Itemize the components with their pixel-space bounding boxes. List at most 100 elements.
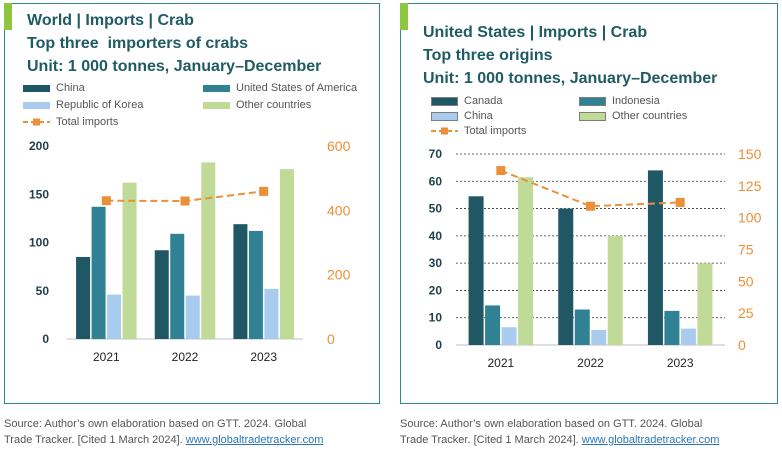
total-imports-point-2022: [586, 201, 595, 211]
right-source-line2-wrap: Trade Tracker. [Cited 1 March 2024]. www…: [400, 432, 719, 448]
legend-item-indonesia: Indonesia: [579, 95, 660, 107]
y-tick-label: 40: [429, 229, 443, 243]
y-tick-label: 20: [429, 283, 443, 297]
bar-other-2023: [697, 263, 713, 345]
legend-swatch-korea: [23, 101, 50, 109]
x-tick-label: 2021: [487, 356, 514, 370]
panel-accent-bar: [4, 3, 12, 30]
bar-indonesia-2023: [664, 310, 680, 345]
legend-item-total: Total imports: [431, 125, 526, 137]
left-source: Source: Author’s own elaboration based o…: [4, 416, 323, 448]
right-source-line2: Trade Tracker. [Cited 1 March 2024].: [400, 434, 582, 446]
y-tick-label: 50: [36, 284, 50, 298]
y2-tick-label: 75: [738, 242, 754, 258]
legend-item-other: Other countries: [203, 99, 311, 111]
bar-canada-2023: [647, 170, 663, 345]
legend-item-total: Total imports: [23, 116, 118, 128]
y-tick-label: 150: [29, 187, 49, 201]
legend-item-canada: Canada: [431, 95, 503, 107]
bar-korea-2022: [591, 329, 607, 345]
legend-swatch-other: [579, 111, 606, 121]
bar-other-2021: [122, 182, 137, 339]
legend-label-indonesia: Indonesia: [612, 95, 660, 107]
legend-item-usa: United States of America: [203, 82, 357, 94]
bar-korea-2023: [264, 288, 279, 339]
y2-tick-label: 400: [327, 202, 351, 218]
left-title-line3: Unit: 1 000 tonnes, January–December: [27, 58, 322, 75]
legend-label-total: Total imports: [56, 116, 119, 128]
x-tick-label: 2022: [577, 356, 604, 370]
y-tick-label: 0: [435, 338, 442, 352]
y-tick-label: 50: [429, 202, 443, 216]
legend-swatch-usa: [203, 84, 230, 92]
y2-tick-label: 150: [738, 146, 762, 162]
bar-china-2021: [76, 256, 91, 339]
left-source-line2: Trade Tracker. [Cited 1 March 2024].: [4, 434, 186, 446]
bar-korea-2021: [501, 327, 517, 345]
total-imports-point-2021: [496, 166, 506, 176]
y-tick-label: 30: [429, 256, 443, 270]
bar-other-2021: [518, 177, 534, 345]
x-tick-label: 2023: [250, 350, 277, 364]
bar-korea-2023: [680, 328, 696, 345]
y2-tick-label: 100: [738, 210, 762, 226]
bar-other-2022: [201, 162, 216, 339]
total-imports-point-2021: [101, 196, 111, 206]
left-source-line2-wrap: Trade Tracker. [Cited 1 March 2024]. www…: [4, 432, 323, 448]
legend-swatch-indonesia: [579, 96, 606, 106]
right-chart-panel: United States | Imports | Crab Top three…: [400, 3, 778, 404]
right-source-link[interactable]: www.globaltradetracker.com: [581, 434, 720, 446]
bar-korea-2022: [185, 295, 200, 339]
left-chart-panel: World | Imports | Crab Top three importe…: [4, 3, 380, 404]
y2-tick-label: 200: [327, 267, 351, 283]
legend-label-usa: United States of America: [236, 82, 358, 94]
legend-label-korea: Republic of Korea: [56, 99, 144, 111]
legend-swatch-canada: [431, 96, 458, 106]
y-tick-label: 0: [42, 332, 49, 346]
bar-canada-2021: [468, 196, 484, 345]
bar-china-2023: [233, 224, 248, 339]
total-imports-line: [500, 169, 681, 208]
legend-swatch-other: [203, 101, 230, 109]
legend-item-other: Other countries: [579, 110, 687, 122]
y2-tick-label: 0: [738, 337, 746, 353]
legend-swatch-china: [23, 84, 50, 92]
right-title-line2: Top three origins: [423, 47, 553, 64]
right-title-line3: Unit: 1 000 tonnes, January–December: [423, 70, 718, 87]
total-imports-point-2023: [675, 197, 685, 207]
bar-other-2022: [607, 235, 623, 345]
bar-usa-2021: [91, 206, 106, 339]
left-source-line1: Source: Author’s own elaboration based o…: [4, 418, 307, 430]
total-imports-point-2023: [259, 186, 269, 196]
left-title-line1: World | Imports | Crab: [27, 12, 194, 29]
legend-label-china: China: [464, 110, 493, 122]
legend-swatch-china: [431, 111, 458, 121]
bar-indonesia-2021: [485, 305, 501, 345]
y-tick-label: 60: [429, 174, 443, 188]
x-tick-label: 2021: [93, 350, 120, 364]
legend-item-china: China: [431, 110, 493, 122]
legend-label-china: China: [56, 82, 85, 94]
bar-indonesia-2022: [574, 309, 590, 345]
y-tick-label: 70: [429, 147, 443, 161]
left-title-line2: Top three importers of crabs: [27, 35, 249, 52]
y2-tick-label: 50: [738, 273, 754, 289]
y2-tick-label: 25: [738, 305, 754, 321]
legend-item-korea: Republic of Korea: [23, 99, 143, 111]
bar-usa-2023: [248, 230, 263, 339]
bar-usa-2022: [170, 233, 185, 339]
y2-tick-label: 0: [327, 331, 335, 347]
total-imports-point-2022: [180, 196, 190, 206]
right-chart: 0 10 20 30 40 50 60 70 0 25 50 75 100 125 150 2021 2022 2…: [429, 146, 762, 370]
panel-accent-bar: [400, 3, 408, 30]
right-source: Source: Author’s own elaboration based o…: [400, 416, 719, 448]
legend-item-china: China: [23, 82, 85, 94]
y2-tick-label: 125: [738, 178, 762, 194]
bar-china-2022: [154, 250, 169, 339]
left-source-link[interactable]: www.globaltradetracker.com: [185, 434, 324, 446]
right-source-line1: Source: Author’s own elaboration based o…: [400, 418, 703, 430]
y-tick-label: 10: [429, 311, 443, 325]
y2-tick-label: 600: [327, 138, 351, 154]
y-tick-label: 200: [29, 139, 49, 153]
legend-label-other: Other countries: [612, 110, 688, 122]
